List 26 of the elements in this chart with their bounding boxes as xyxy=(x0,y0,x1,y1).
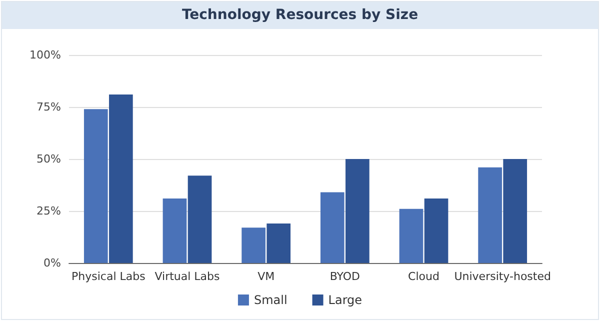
y-tick-label: 0% xyxy=(44,256,61,270)
x-tick-label: Physical Labs xyxy=(72,270,146,283)
legend-label: Large xyxy=(328,293,362,307)
bar xyxy=(424,198,448,263)
y-tick-label: 75% xyxy=(36,100,61,114)
y-tick-label: 50% xyxy=(36,152,61,166)
bar xyxy=(109,94,133,263)
bar xyxy=(503,159,528,263)
x-tick-label: University-hosted xyxy=(454,270,551,283)
bar xyxy=(399,208,424,263)
bar xyxy=(162,198,187,263)
bar xyxy=(478,167,502,263)
x-tick-label: Virtual Labs xyxy=(154,270,220,283)
legend-label: Small xyxy=(254,293,288,307)
y-tick-label: 25% xyxy=(36,204,61,218)
chart-title: Technology Resources by Size xyxy=(2,2,598,29)
y-tick-label: 100% xyxy=(30,48,61,62)
x-tick-label: VM xyxy=(258,270,275,283)
bar xyxy=(242,228,266,263)
bar xyxy=(320,192,344,263)
bar xyxy=(266,223,291,263)
x-tick-label: BYOD xyxy=(330,270,360,283)
bar xyxy=(346,159,370,263)
x-tick-label: Cloud xyxy=(408,270,440,283)
bar xyxy=(188,176,212,263)
bar xyxy=(84,109,108,263)
